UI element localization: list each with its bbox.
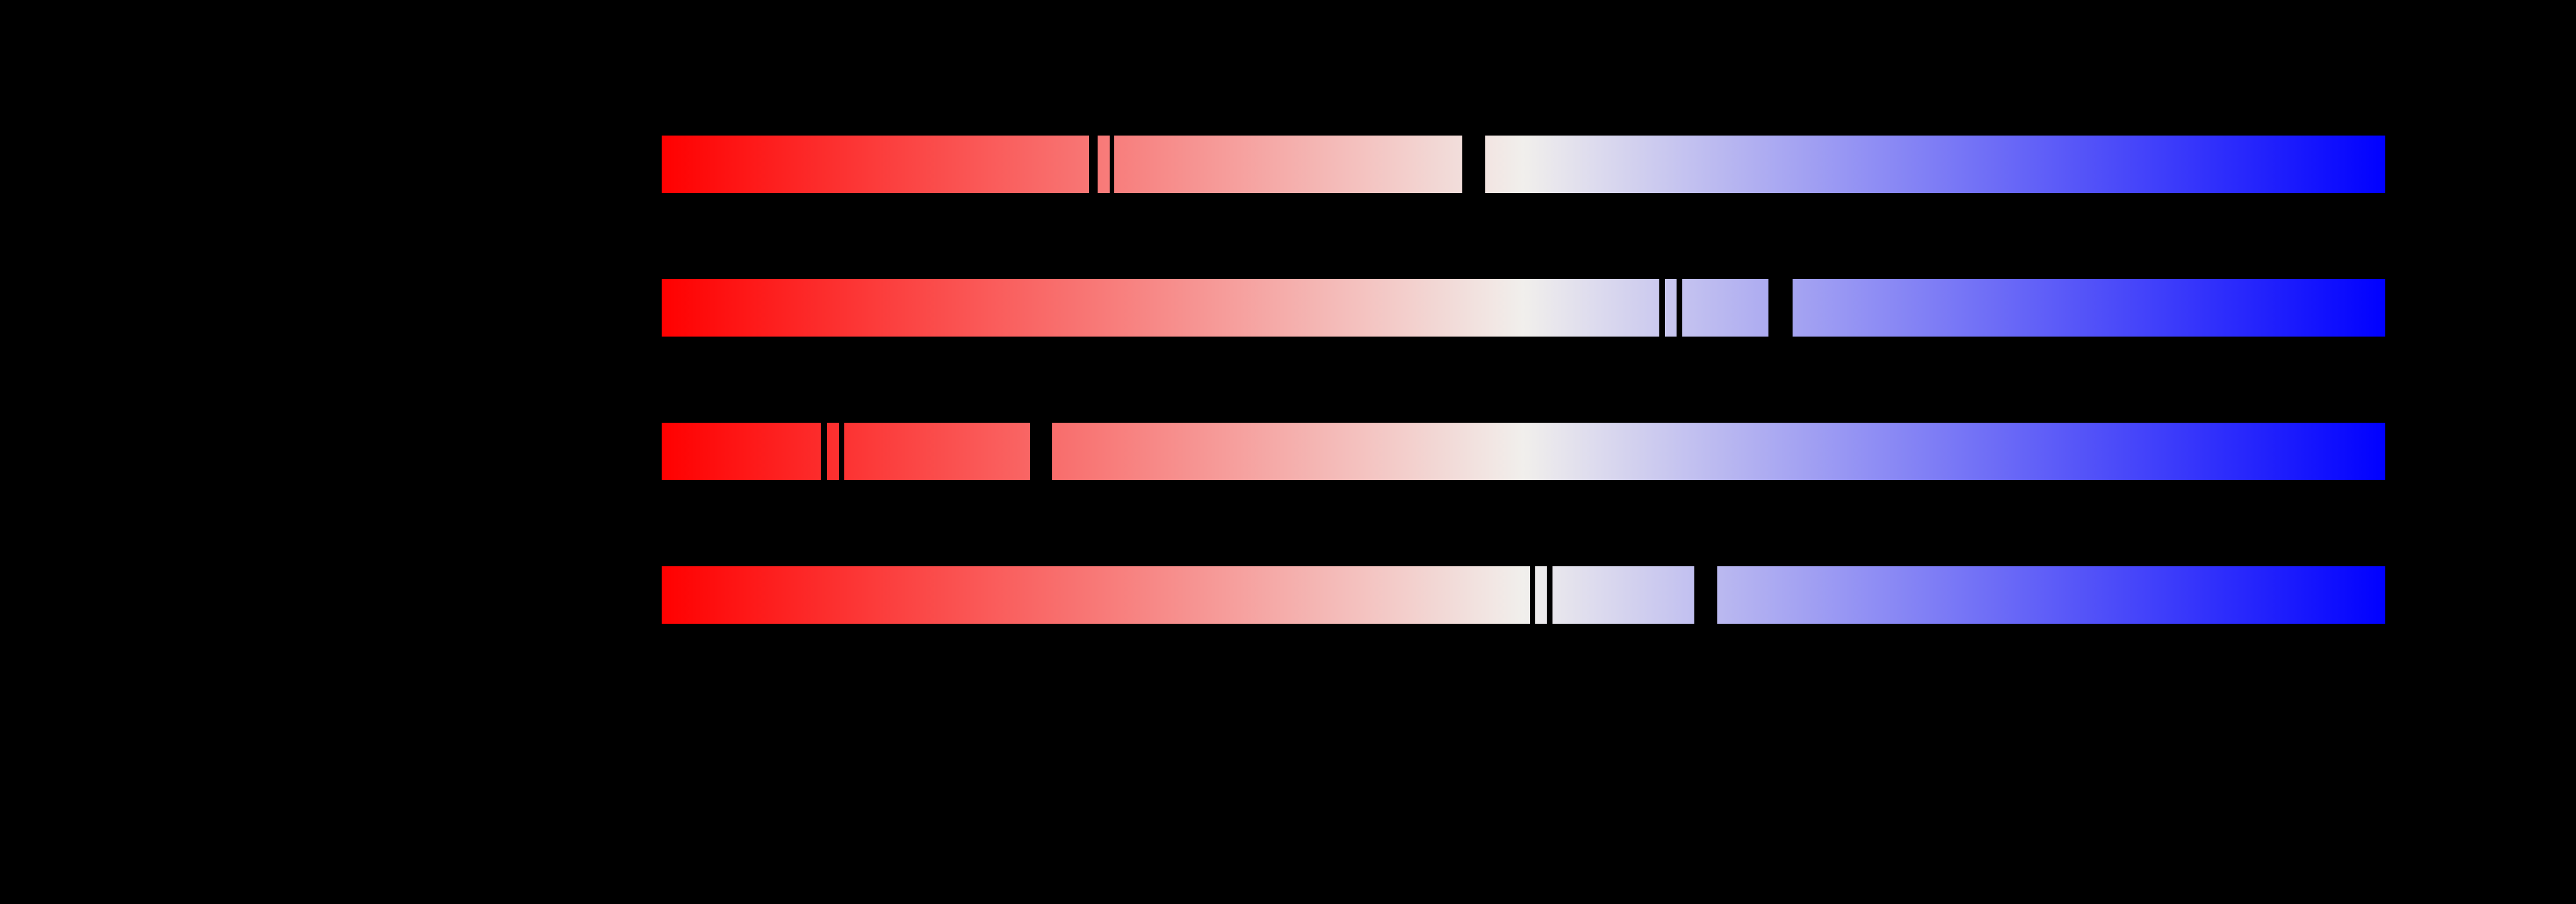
bar-gap xyxy=(1089,136,1098,193)
bar-gap xyxy=(1462,136,1485,193)
bar-gap xyxy=(821,423,827,480)
gradient-bar-row-2 xyxy=(662,279,2385,337)
bar-gap xyxy=(1768,279,1793,337)
gradient-bar-row-1 xyxy=(662,136,2385,193)
bar-gap xyxy=(1677,279,1682,337)
bar-gap xyxy=(1110,136,1114,193)
gradient-bar-row-4 xyxy=(662,566,2385,624)
bar-gap xyxy=(1659,279,1665,337)
bar-gap xyxy=(1694,566,1717,624)
bar-gap xyxy=(839,423,844,480)
bar-gap xyxy=(1030,423,1052,480)
bar-gap xyxy=(1530,566,1535,624)
gradient-bar-row-3 xyxy=(662,423,2385,480)
bar-gap xyxy=(1547,566,1552,624)
